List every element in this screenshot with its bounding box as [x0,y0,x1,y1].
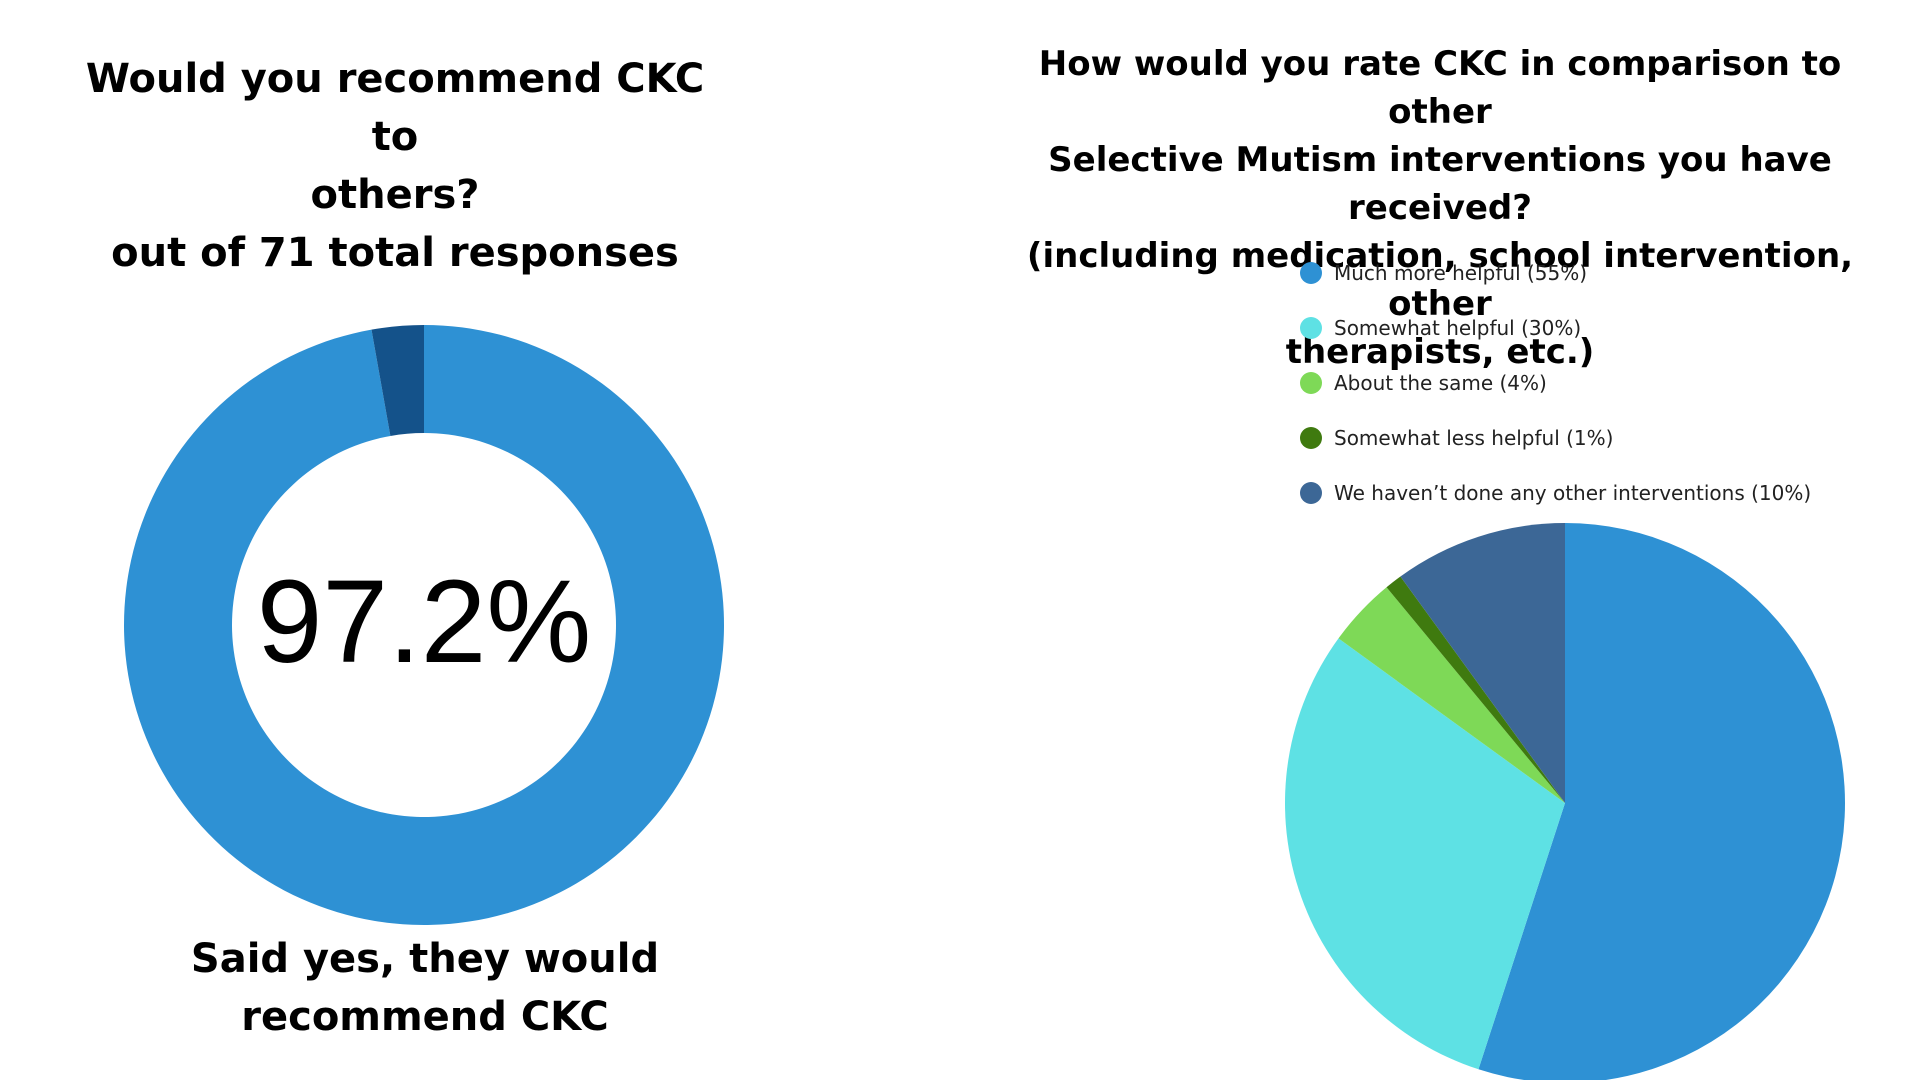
pie-slice-4 [1400,523,1565,803]
pie-slice-0 [1478,523,1845,1080]
legend-swatch [1300,481,1322,504]
legend-swatch [1300,371,1322,394]
legend-item: Somewhat helpful (30%) [1300,300,1811,355]
legend-swatch [1300,316,1322,339]
donut-chart-title: Would you recommend CKC to others? out o… [60,50,730,282]
pie-title-line: therapists, etc.) [1285,332,1595,372]
pie-slice-3 [1386,576,1565,803]
donut-slice-0 [124,325,725,926]
donut-caption-line: Said yes, they would [190,936,660,982]
legend-item: Somewhat less helpful (1%) [1300,410,1811,465]
legend-label: Somewhat less helpful (1%) [1334,425,1614,450]
donut-chart: 97.2% [124,325,725,926]
pie-title-line: Selective Mutism interventions you have … [1048,140,1832,228]
legend-swatch [1300,261,1322,284]
donut-title-line: Would you recommend CKC to [85,56,705,160]
donut-title-line: out of 71 total responses [111,230,679,276]
legend-label: About the same (4%) [1334,370,1547,395]
pie-legend: Much more helpful (55%) Somewhat helpful… [1300,245,1811,520]
pie-chart-title: How would you rate CKC in comparison to … [990,40,1890,376]
donut-slice-1 [371,325,424,436]
legend-item: About the same (4%) [1300,355,1811,410]
legend-item: Much more helpful (55%) [1300,245,1811,300]
legend-item: We haven’t done any other interventions … [1300,465,1811,520]
pie-slice-2 [1338,587,1565,803]
pie-title-line: (including medication, school interventi… [1026,236,1854,324]
donut-title-line: others? [310,172,480,218]
legend-label: Somewhat helpful (30%) [1334,315,1582,340]
donut-caption-line: recommend CKC [241,994,609,1040]
legend-label: Much more helpful (55%) [1334,260,1588,285]
pie-slice-1 [1284,638,1565,1070]
donut-caption: Said yes, they would recommend CKC [150,930,700,1046]
legend-label: We haven’t done any other interventions … [1334,480,1812,505]
donut-center-label: 97.2% [257,556,592,688]
pie-title-line: How would you rate CKC in comparison to … [1038,44,1842,132]
legend-swatch [1300,426,1322,449]
